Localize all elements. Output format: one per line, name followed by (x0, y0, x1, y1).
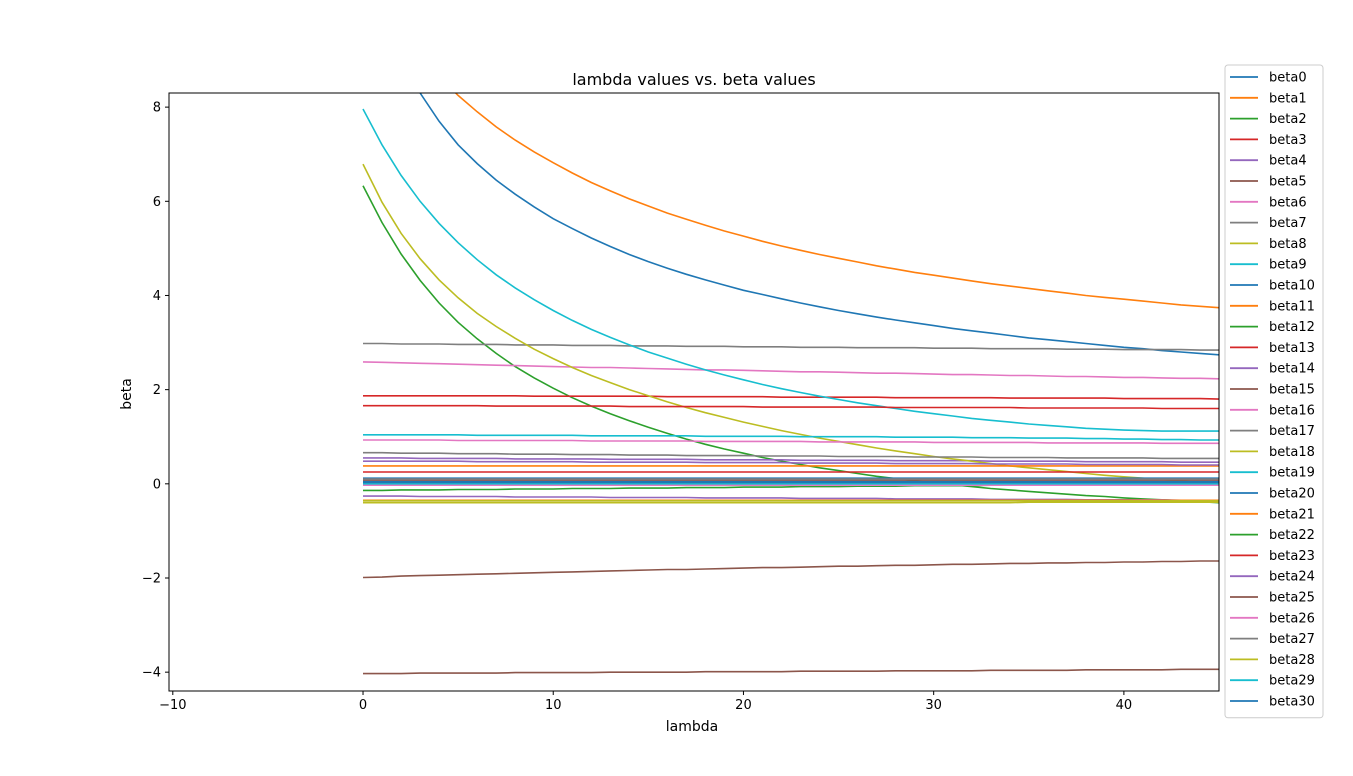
y-tick-label: 0 (153, 477, 161, 492)
x-tick-label: 10 (545, 698, 562, 713)
legend-label-beta15: beta15 (1269, 383, 1315, 398)
series-line-beta1 (454, 93, 1219, 309)
legend-label-beta10: beta10 (1269, 279, 1315, 294)
series-line-beta18 (363, 501, 1219, 504)
series-line-beta9 (362, 108, 1219, 432)
series-line-beta0 (419, 93, 1219, 356)
legend-label-beta20: beta20 (1269, 487, 1315, 502)
x-tick-label: 40 (1116, 698, 1133, 713)
series-line-beta4 (363, 457, 1219, 464)
legend-label-beta14: beta14 (1269, 362, 1315, 377)
legend-label-beta29: beta29 (1269, 674, 1315, 689)
series-line-beta6 (362, 361, 1219, 380)
y-tick-label: 2 (153, 383, 161, 398)
legend-label-beta2: beta2 (1269, 112, 1307, 127)
legend-label-beta4: beta4 (1269, 154, 1307, 169)
chart-title: lambda values vs. beta values (572, 70, 815, 89)
y-tick-label: 6 (153, 195, 161, 210)
legend-label-beta3: beta3 (1269, 133, 1307, 148)
legend-label-beta5: beta5 (1269, 175, 1307, 190)
x-tick-label: 20 (735, 698, 752, 713)
legend: beta0 beta1 beta2 beta3 beta4 beta5 beta6 beta7… (1224, 64, 1324, 719)
y-tick-label: −4 (142, 666, 161, 681)
plot-area-frame (168, 92, 1220, 692)
series-line-beta17 (363, 451, 1219, 460)
legend-label-beta12: beta12 (1269, 320, 1315, 335)
series-line-beta24 (363, 460, 1219, 466)
x-axis-title: lambda (666, 719, 718, 735)
legend-label-beta21: beta21 (1269, 507, 1315, 522)
legend-label-beta24: beta24 (1269, 570, 1315, 585)
series-line-beta5 (363, 668, 1219, 675)
legend-label-beta11: beta11 (1269, 299, 1315, 314)
y-tick-label: 4 (153, 289, 161, 304)
series-line-beta7 (363, 342, 1219, 351)
legend-label-beta28: beta28 (1269, 653, 1315, 668)
legend-label-beta9: beta9 (1269, 258, 1307, 273)
legend-label-beta0: beta0 (1269, 71, 1307, 86)
legend-label-beta19: beta19 (1269, 466, 1315, 481)
y-tick-label: 8 (153, 101, 161, 116)
legend-label-beta27: beta27 (1269, 632, 1315, 647)
series-line-beta3 (363, 394, 1219, 400)
x-tick-label: −10 (159, 698, 186, 713)
legend-label-beta23: beta23 (1269, 549, 1315, 564)
y-axis: −4 −2 0 2 4 6 8 (142, 101, 169, 681)
x-axis: −10 0 10 20 30 40 (159, 691, 1132, 713)
legend-label-beta13: beta13 (1269, 341, 1315, 356)
y-tick-label: −2 (142, 571, 161, 586)
legend-label-beta30: beta30 (1269, 695, 1315, 710)
series-line-beta15 (362, 560, 1219, 579)
legend-label-beta26: beta26 (1269, 611, 1315, 626)
legend-label-beta8: beta8 (1269, 237, 1307, 252)
legend-label-beta25: beta25 (1269, 591, 1315, 606)
legend-label-beta16: beta16 (1269, 403, 1315, 418)
legend-label-beta17: beta17 (1269, 424, 1315, 439)
legend-label-beta22: beta22 (1269, 528, 1315, 543)
series-line-beta13 (363, 404, 1219, 410)
series-lines (362, 93, 1219, 675)
legend-label-beta7: beta7 (1269, 216, 1307, 231)
legend-label-beta6: beta6 (1269, 195, 1307, 210)
series-line-beta16 (363, 439, 1219, 445)
series-line-beta19 (363, 433, 1219, 441)
y-axis-title: beta (119, 378, 135, 410)
x-tick-label: 30 (925, 698, 942, 713)
legend-label-beta18: beta18 (1269, 445, 1315, 460)
x-tick-label: 0 (359, 698, 367, 713)
legend-label-beta1: beta1 (1269, 91, 1307, 106)
